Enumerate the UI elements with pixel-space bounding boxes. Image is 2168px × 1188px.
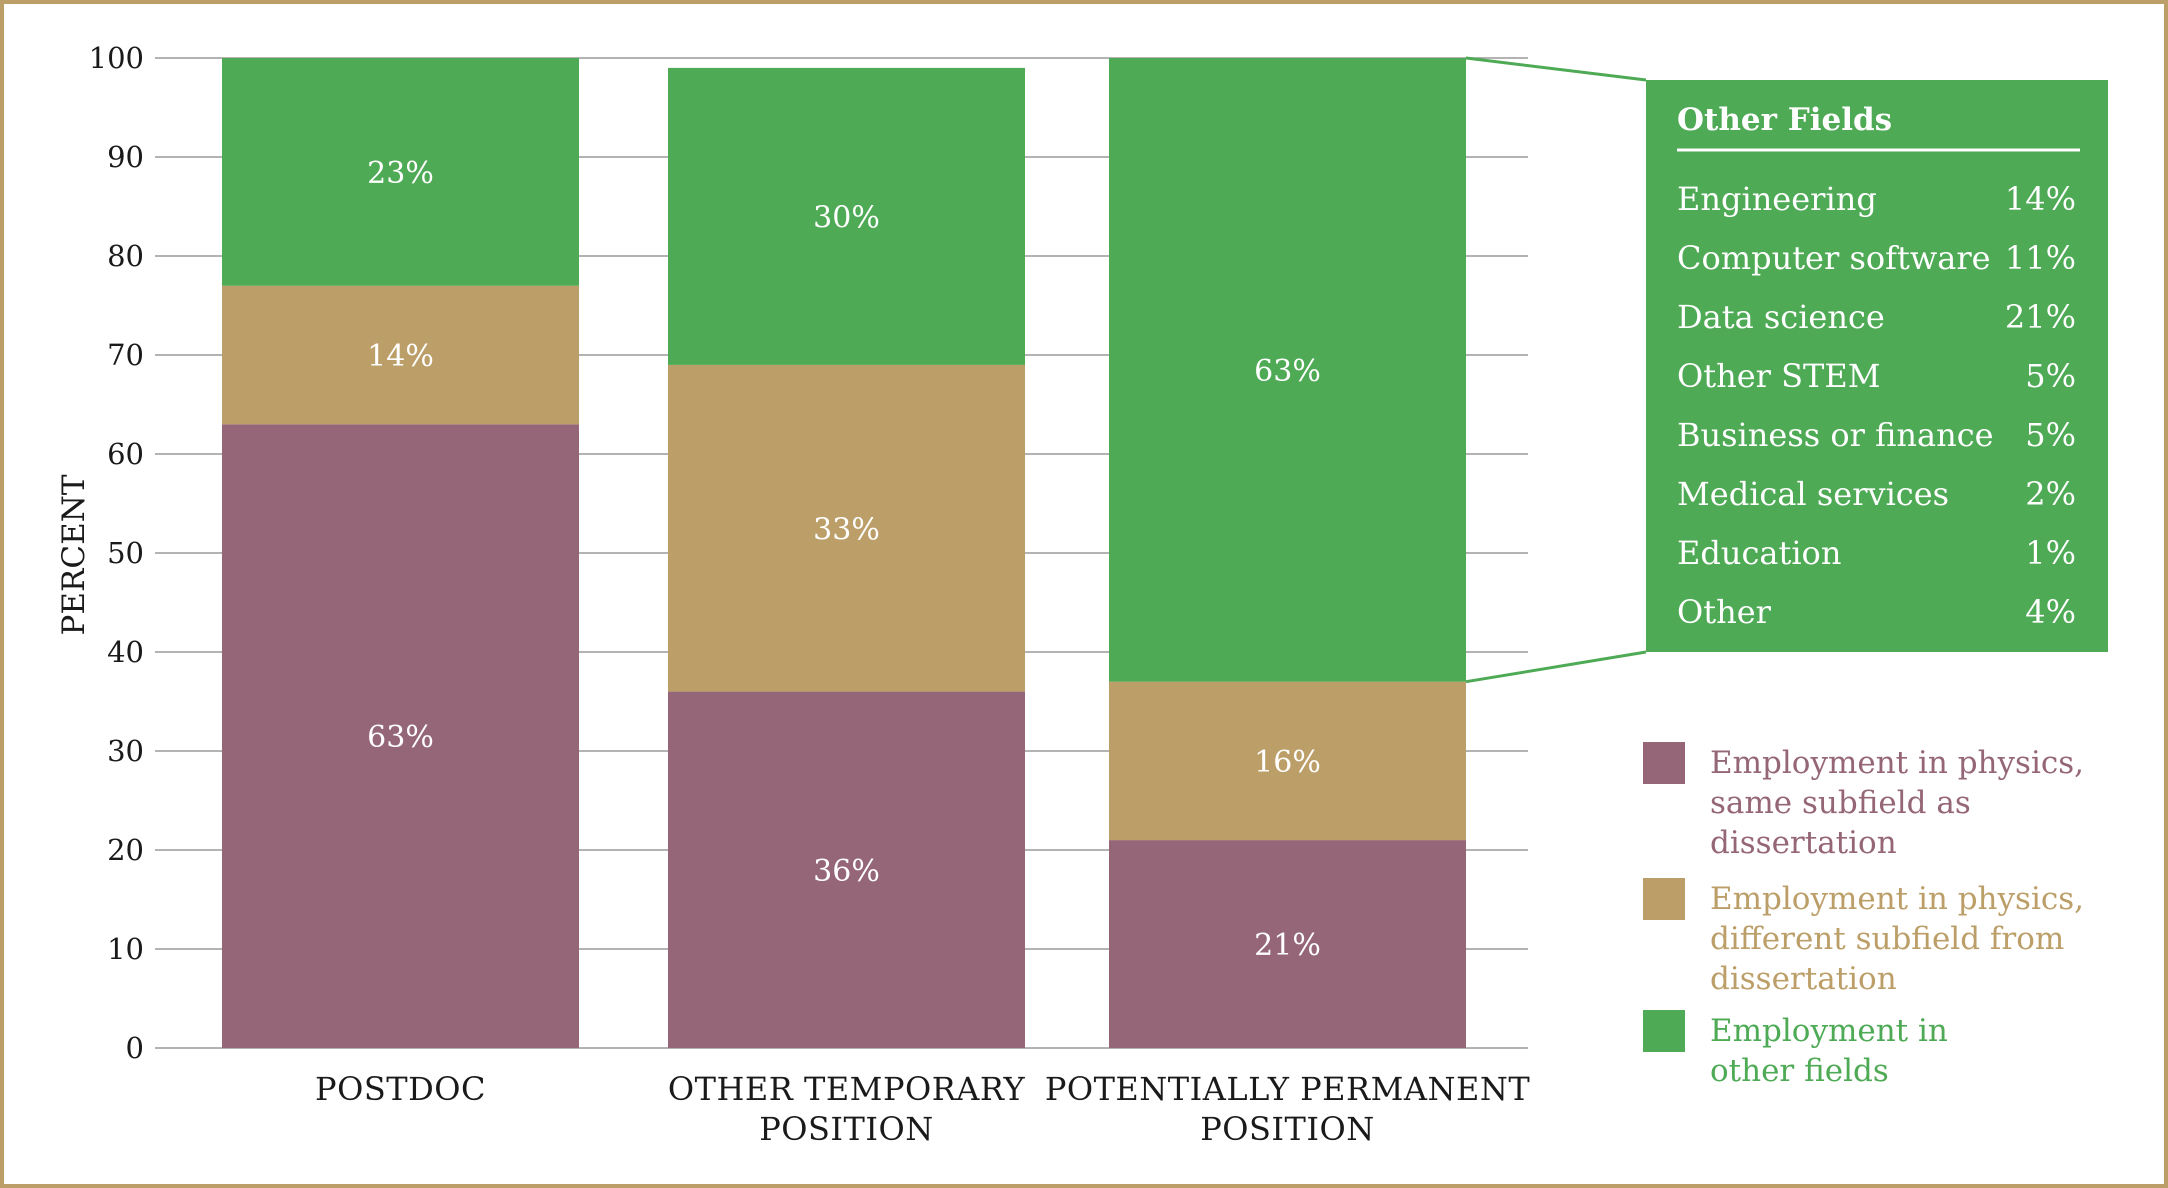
breakdown-field-name: Medical services (1677, 475, 1949, 513)
bar-data-label: 21% (1254, 928, 1321, 963)
y-tick-label: 40 (107, 635, 144, 669)
y-tick-label: 20 (107, 833, 144, 867)
legend-label: same subfield as (1710, 785, 1971, 821)
breakdown-field-value: 4% (2025, 593, 2076, 631)
legend: Employment in physics, same subfield as di… (1643, 742, 2084, 1089)
x-axis-category-labels: POSTDOC OTHER TEMPORARYPOSITIONPOTENTIALL… (315, 1070, 1530, 1148)
y-axis-label: PERCENT (56, 474, 92, 635)
x-category-label: POSITION (1200, 1110, 1375, 1148)
breakdown-field-name: Other (1677, 593, 1772, 631)
breakdown-field-value: 14% (2005, 180, 2076, 218)
y-tick-label: 0 (126, 1031, 144, 1065)
breakdown-field-name: Other STEM (1677, 357, 1881, 395)
legend-swatch (1643, 878, 1685, 920)
bar-data-label: 33% (813, 512, 880, 547)
legend-label: different subfield from (1710, 921, 2064, 957)
legend-label: Employment in physics, (1710, 881, 2084, 917)
bar-segment (1109, 58, 1466, 682)
breakdown-field-name: Computer software (1677, 239, 1991, 277)
x-category-label: POSTDOC (315, 1070, 486, 1108)
other-fields-breakdown-box: Other Fields Engineering 14% Computer softw… (1646, 80, 2108, 652)
bar-segment (222, 285, 579, 425)
bar-segment (668, 364, 1025, 692)
breakdown-field-value: 2% (2025, 475, 2076, 513)
y-tick-label: 50 (107, 536, 144, 570)
legend-label: other fields (1710, 1053, 1889, 1089)
breakdown-field-value: 5% (2025, 357, 2076, 395)
breakdown-box-background (1646, 80, 2108, 652)
bar-data-label: 30% (813, 200, 880, 235)
y-tick-label: 80 (107, 239, 144, 273)
x-category-label: POSITION (759, 1110, 934, 1148)
breakdown-field-name: Business or finance (1677, 416, 1994, 454)
y-tick-label: 100 (89, 41, 144, 75)
bar-data-label: 36% (813, 854, 880, 889)
bars: 63% 14% 23% 36% 33% 30% 21% 16% 63% (222, 58, 1466, 1048)
bar-segment (222, 424, 579, 1048)
breakdown-field-value: 5% (2025, 416, 2076, 454)
bar-data-label: 23% (367, 156, 434, 191)
bar-data-label: 14% (367, 339, 434, 374)
y-tick-label: 10 (107, 932, 144, 966)
callout-line-bottom (1465, 650, 1647, 684)
bar-data-label: 63% (1254, 354, 1321, 389)
bar-segment (222, 58, 579, 286)
legend-label: Employment in (1710, 1013, 1948, 1049)
bar-data-label: 16% (1254, 745, 1321, 780)
legend-label: dissertation (1710, 825, 1897, 861)
y-tick-label: 60 (107, 437, 144, 471)
legend-label: dissertation (1710, 961, 1897, 997)
legend-swatch (1643, 1010, 1685, 1052)
legend-label: Employment in physics, (1710, 745, 2084, 781)
breakdown-field-value: 21% (2005, 298, 2076, 336)
breakdown-field-value: 11% (2005, 239, 2076, 277)
y-tick-label: 30 (107, 734, 144, 768)
breakdown-callout (1465, 56, 1647, 684)
y-tick-label: 70 (107, 338, 144, 372)
legend-swatch (1643, 742, 1685, 784)
breakdown-title: Other Fields (1677, 102, 1892, 138)
bar-segment (1109, 840, 1466, 1048)
y-axis-ticks: 0 10 20 30 40 50 60 70 80 90 100 (89, 41, 144, 1065)
breakdown-field-name: Data science (1677, 298, 1885, 336)
x-category-label: OTHER TEMPORARY (668, 1070, 1026, 1108)
x-category-label: POTENTIALLY PERMANENT (1045, 1070, 1531, 1108)
bar-data-label: 63% (367, 720, 434, 755)
y-tick-label: 90 (107, 140, 144, 174)
breakdown-field-value: 1% (2025, 534, 2076, 572)
bar-segment (668, 691, 1025, 1048)
breakdown-field-name: Engineering (1677, 180, 1877, 218)
breakdown-field-name: Education (1677, 534, 1841, 572)
callout-line-top (1465, 56, 1647, 82)
bar-segment (668, 67, 1025, 365)
bar-segment (1109, 681, 1466, 841)
